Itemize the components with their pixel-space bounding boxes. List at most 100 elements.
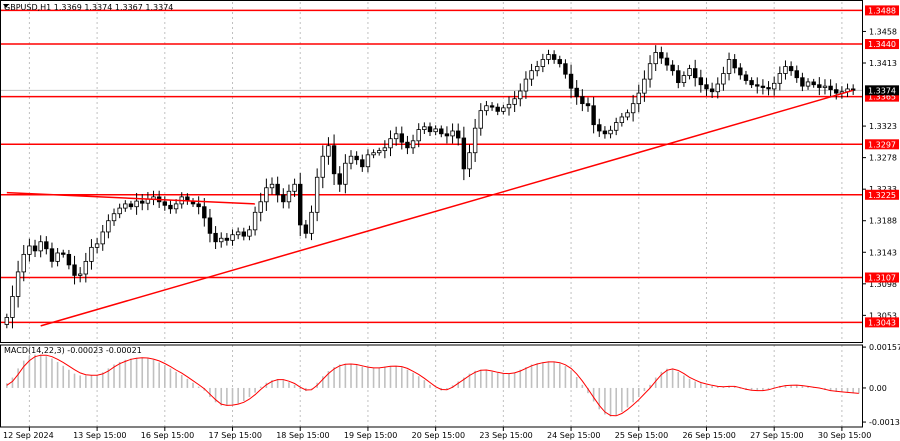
level-label: 1.3297 <box>868 140 896 149</box>
candle-body <box>676 70 681 84</box>
candle-body <box>613 122 619 131</box>
candle-body <box>687 68 692 77</box>
level-label: 1.3225 <box>868 191 896 200</box>
time-tick-label: 19 Sep 15:00 <box>344 431 397 440</box>
candle-body <box>506 103 512 109</box>
candle-body <box>427 126 433 133</box>
candle-body <box>275 183 280 196</box>
candle-body <box>128 203 134 208</box>
candle-body <box>162 201 168 206</box>
price-tick-label: 1.3233 <box>869 185 897 194</box>
candle-body <box>563 63 568 75</box>
candle-body <box>89 246 94 262</box>
candle-body <box>681 75 687 84</box>
collapse-icon <box>3 4 9 8</box>
candle-body <box>704 84 709 90</box>
candle-body <box>518 90 523 100</box>
time-tick-label: 23 Sep 15:00 <box>479 431 532 440</box>
candle-body <box>4 317 10 325</box>
candle-body <box>501 107 506 112</box>
candle-body <box>484 105 489 112</box>
price-tick-label: 1.3188 <box>869 217 897 226</box>
candles <box>4 45 856 329</box>
candle-body <box>495 106 500 112</box>
time-tick-label: 30 Sep 15:00 <box>818 431 871 440</box>
time-tick-label: 13 Sep 15:00 <box>73 431 126 440</box>
macd-header: MACD(14,22,3) -0.00023 -0.00021 <box>4 346 142 355</box>
time-tick-label: 25 Sep 15:00 <box>615 431 668 440</box>
candle-body <box>55 252 60 262</box>
candle-body <box>478 110 483 129</box>
candle-body <box>314 176 320 213</box>
price-tick-label: 1.3098 <box>869 280 897 289</box>
time-axis: 12 Sep 2024 13 Sep 15:00 16 Sep 15:00 17 Se… <box>3 427 871 440</box>
time-tick-label: 16 Sep 15:00 <box>141 431 194 440</box>
candle-body <box>574 87 579 98</box>
level-label: 1.3488 <box>868 6 896 15</box>
candle-body <box>630 103 636 114</box>
candle-body <box>794 70 799 79</box>
candle-body <box>337 173 342 185</box>
candle-body <box>258 201 263 213</box>
candle-body <box>642 78 647 94</box>
candle-body <box>348 155 354 164</box>
macd-signal-line <box>6 354 859 417</box>
candle-body <box>828 85 833 91</box>
candle-body <box>568 73 574 89</box>
candle-body <box>591 105 596 126</box>
level-label-bg <box>865 91 899 102</box>
candle-body <box>721 73 726 85</box>
candle-body <box>224 237 230 241</box>
level-label-bg <box>865 139 899 150</box>
time-tick-label: 17 Sep 15:00 <box>209 431 262 440</box>
level-label-bg <box>865 272 899 283</box>
candle-body <box>202 206 207 219</box>
macd-tick-label: 0.00 <box>869 384 887 393</box>
candle-body <box>456 130 461 139</box>
candle-body <box>134 200 139 208</box>
level-label-bg <box>865 39 899 50</box>
macd-tick-label: 0.00157 <box>869 343 900 352</box>
price-tick-label: 1.3458 <box>869 27 897 36</box>
current-price-label: 1.3374 <box>868 86 896 95</box>
candle-body <box>416 129 421 142</box>
candle-body <box>207 217 213 234</box>
candle-body <box>343 162 348 185</box>
candle-body <box>15 271 21 297</box>
candle-body <box>670 64 675 72</box>
candle-body <box>230 234 235 241</box>
candle-body <box>619 116 625 123</box>
candle-body <box>743 74 749 81</box>
candle-body <box>247 229 252 237</box>
candle-body <box>168 204 173 210</box>
candle-body <box>303 224 309 234</box>
symbol-header: GBPUSD,H1 1.3369 1.3374 1.3367 1.3374 <box>4 3 173 12</box>
candle-body <box>523 78 529 92</box>
candle-body <box>608 129 613 135</box>
level-label: 1.3043 <box>868 318 896 327</box>
candle-body <box>788 66 794 72</box>
candle-body <box>32 245 38 252</box>
price-axis: 1.3458 1.3413 1.3323 1.3278 1.3233 1.3188 1.31… <box>862 5 900 427</box>
trendline <box>40 89 854 327</box>
candle-body <box>377 150 382 154</box>
candle-body <box>66 253 72 266</box>
level-label: 1.3440 <box>868 40 896 49</box>
candle-body <box>326 145 331 157</box>
candle-body <box>540 59 546 67</box>
price-panel-border <box>0 0 863 343</box>
candle-body <box>106 220 111 233</box>
candle-body <box>625 112 630 118</box>
price-tick-label: 1.3053 <box>869 311 897 320</box>
candle-body <box>77 273 83 276</box>
macd-panel-border <box>0 344 863 428</box>
candle-body <box>27 245 32 255</box>
candle-body <box>647 63 653 80</box>
candle-body <box>529 70 534 80</box>
candle-body <box>472 127 478 154</box>
candle-body <box>320 155 325 178</box>
candle-body <box>664 57 670 66</box>
candle-body <box>235 231 241 236</box>
candle-body <box>286 190 292 203</box>
